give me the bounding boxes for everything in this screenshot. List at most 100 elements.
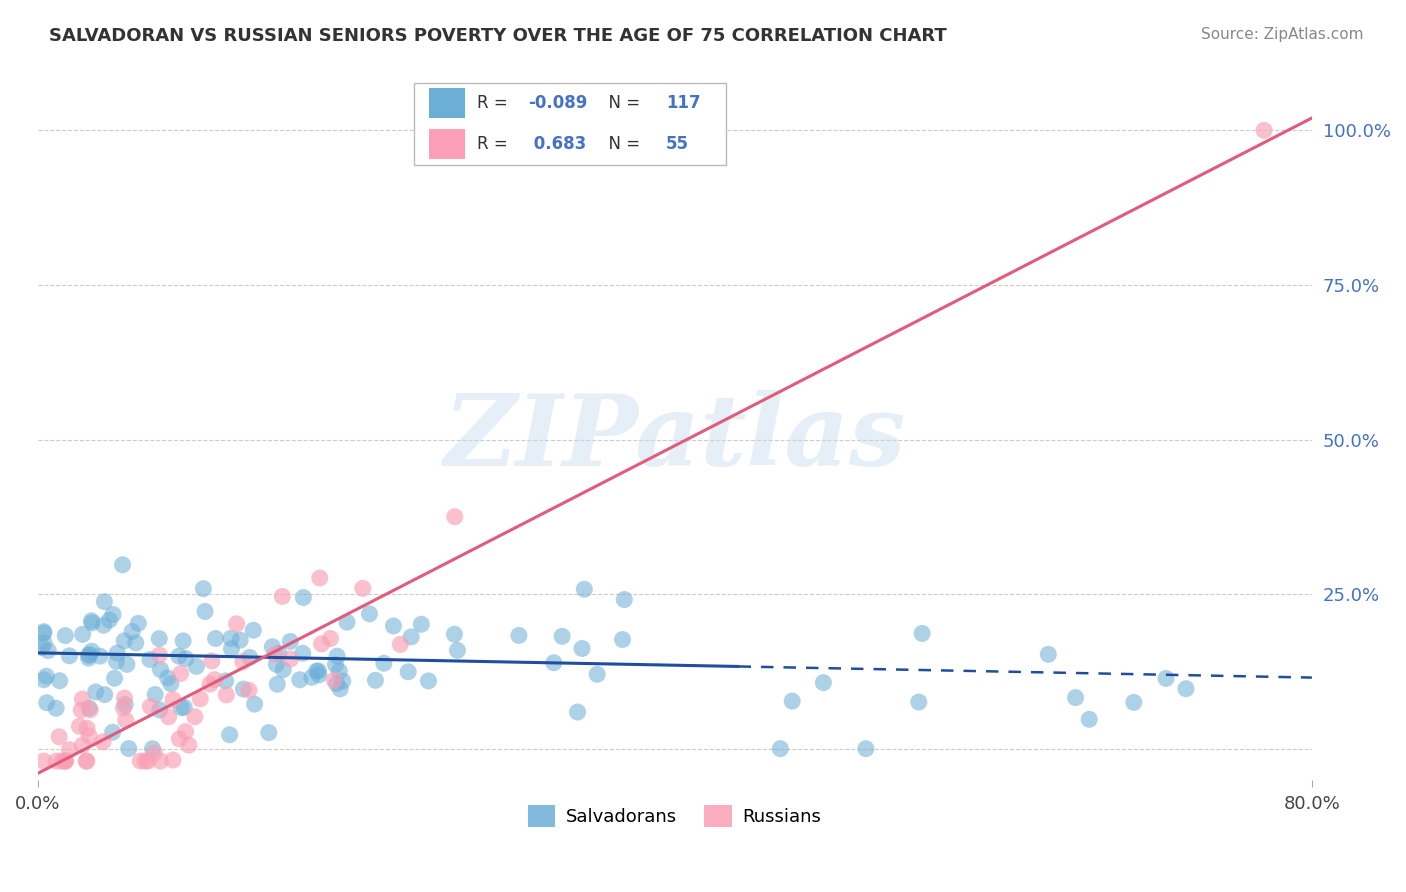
Point	[332, 674, 354, 689]
Point	[125, 636, 148, 650]
Point	[359, 607, 381, 621]
Text: ZIPatlas: ZIPatlas	[444, 390, 905, 486]
Point	[292, 591, 315, 605]
Point	[242, 624, 264, 638]
Point	[45, 754, 67, 768]
Point	[148, 648, 170, 662]
Point	[101, 725, 124, 739]
Point	[156, 671, 179, 685]
Point	[129, 754, 152, 768]
Point	[105, 646, 128, 660]
Point	[172, 634, 194, 648]
Point	[238, 683, 260, 698]
Legend: Salvadorans, Russians: Salvadorans, Russians	[522, 798, 828, 835]
Point	[149, 703, 172, 717]
Point	[291, 646, 314, 660]
Point	[32, 624, 55, 639]
Point	[907, 695, 929, 709]
Point	[31, 640, 53, 655]
Point	[174, 651, 197, 665]
Point	[160, 676, 183, 690]
Text: -0.089: -0.089	[529, 95, 588, 112]
Point	[911, 626, 934, 640]
Point	[98, 613, 121, 627]
Point	[232, 655, 254, 669]
Point	[77, 701, 100, 715]
FancyBboxPatch shape	[429, 88, 464, 118]
Point	[225, 616, 247, 631]
Point	[443, 509, 465, 524]
Point	[193, 582, 215, 596]
Point	[112, 633, 135, 648]
Point	[157, 709, 180, 723]
Point	[418, 673, 440, 688]
Point	[114, 691, 136, 706]
Point	[257, 725, 280, 739]
Point	[1122, 695, 1144, 709]
Point	[239, 650, 262, 665]
Point	[278, 634, 301, 648]
Point	[35, 669, 58, 683]
Text: 55: 55	[666, 135, 689, 153]
Point	[271, 663, 294, 677]
Point	[574, 582, 596, 597]
Point	[115, 657, 138, 672]
Point	[170, 700, 193, 714]
Point	[184, 709, 207, 723]
Point	[136, 754, 159, 768]
Point	[80, 614, 103, 628]
Point	[373, 657, 395, 671]
Text: 117: 117	[666, 95, 700, 112]
Point	[201, 654, 224, 668]
Point	[336, 615, 359, 629]
Point	[301, 670, 323, 684]
Text: N =: N =	[599, 95, 645, 112]
Point	[167, 649, 190, 664]
Point	[204, 673, 226, 687]
Point	[139, 652, 162, 666]
Point	[75, 754, 97, 768]
Point	[162, 692, 184, 706]
Point	[53, 629, 76, 643]
Point	[143, 688, 166, 702]
Point	[308, 668, 330, 682]
Point	[613, 592, 636, 607]
Point	[325, 657, 347, 672]
Point	[32, 754, 55, 768]
Point	[79, 703, 101, 717]
Point	[194, 605, 217, 619]
Point	[229, 633, 252, 648]
Point	[35, 696, 58, 710]
Point	[101, 607, 124, 622]
Point	[148, 632, 170, 646]
Point	[364, 673, 387, 688]
Point	[323, 673, 346, 688]
Point	[58, 648, 80, 663]
Point	[267, 646, 290, 660]
Point	[266, 657, 288, 672]
Point	[111, 558, 134, 572]
Text: R =: R =	[477, 95, 513, 112]
Point	[396, 665, 419, 679]
Point	[325, 676, 347, 690]
Point	[80, 615, 103, 630]
Point	[55, 754, 77, 768]
Point	[567, 705, 589, 719]
Point	[149, 754, 172, 768]
Point	[143, 746, 166, 760]
Point	[51, 754, 73, 768]
Point	[114, 698, 136, 712]
Point	[1078, 712, 1101, 726]
Point	[280, 652, 302, 666]
Point	[173, 700, 195, 714]
Text: N =: N =	[599, 135, 645, 153]
Point	[93, 688, 115, 702]
Point	[399, 630, 422, 644]
Point	[77, 648, 100, 662]
Point	[382, 619, 405, 633]
Point	[780, 694, 803, 708]
Text: R =: R =	[477, 135, 513, 153]
Point	[769, 741, 792, 756]
Point	[389, 637, 412, 651]
Point	[134, 754, 156, 768]
